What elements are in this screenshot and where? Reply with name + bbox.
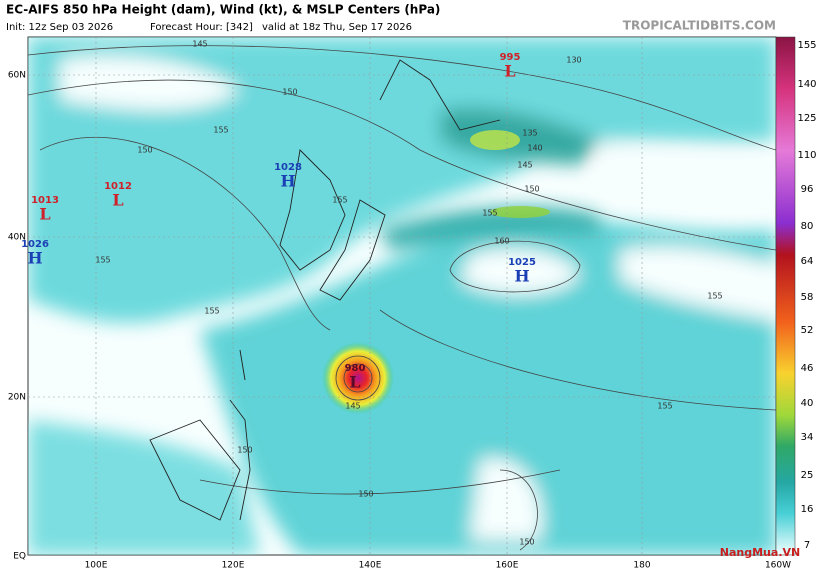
lon-label: 100E (85, 561, 108, 571)
contour-label: 155 (482, 209, 497, 218)
title: EC-AIFS 850 hPa Height (dam), Wind (kt),… (6, 3, 440, 17)
pressure-value: 1025 (508, 257, 536, 268)
colorbar-label: 96 (801, 184, 814, 195)
colorbar-label: 110 (797, 150, 816, 161)
contour-label: 150 (282, 88, 297, 97)
colorbar-label: 64 (801, 256, 814, 267)
lat-label: 60N (8, 71, 26, 81)
colorbar-label: 40 (801, 398, 814, 409)
lat-label: 40N (8, 233, 26, 243)
lat-label: EQ (13, 552, 26, 562)
init-time: Init: 12z Sep 03 2026 (6, 22, 113, 33)
colorbar-label: 140 (797, 79, 816, 90)
colorbar-label: 52 (801, 325, 814, 336)
colorbar-label: 34 (801, 432, 814, 443)
contour-label: 155 (95, 256, 110, 265)
lon-label: 160E (496, 561, 519, 571)
contour-label: 155 (707, 292, 722, 301)
contour-label: 150 (524, 185, 539, 194)
pressure-center: L (504, 62, 515, 81)
lon-label: 180 (633, 561, 650, 571)
colorbar-label: 80 (801, 221, 814, 232)
pressure-value: 1012 (104, 181, 132, 192)
pressure-value: 1026 (21, 239, 49, 250)
pressure-center: L (112, 191, 123, 210)
lon-label: 140E (359, 561, 382, 571)
contour-label: 145 (517, 161, 532, 170)
colorbar-label: 155 (797, 40, 816, 51)
watermark: NangMua.VN (720, 546, 800, 559)
valid-time: valid at 18z Thu, Sep 17 2026 (262, 22, 412, 33)
pressure-value: 1028 (274, 162, 302, 173)
contour-label: 150 (137, 146, 152, 155)
contour-label: 140 (527, 144, 542, 153)
pressure-center: H (27, 249, 42, 268)
source: TROPICALTIDBITS.COM (623, 19, 776, 33)
colorbar-label: 25 (801, 470, 814, 481)
pressure-center: L (349, 373, 360, 392)
lon-label: 120E (222, 561, 245, 571)
contour-label: 155 (657, 402, 672, 411)
contour-label: 155 (204, 307, 219, 316)
contour-label: 145 (192, 40, 207, 49)
pressure-center: L (39, 205, 50, 224)
pressure-value: 980 (345, 363, 366, 374)
colorbar-label: 58 (801, 292, 814, 303)
contour-label: 145 (345, 402, 360, 411)
forecast-hour: Forecast Hour: [342] (150, 22, 253, 33)
pressure-center: H (280, 172, 295, 191)
contour-label: 150 (519, 538, 534, 547)
colorbar (775, 36, 796, 556)
colorbar-label: 46 (801, 363, 814, 374)
contour-label: 150 (237, 446, 252, 455)
colorbar-label: 125 (797, 113, 816, 124)
colorbar-label: 16 (801, 504, 814, 515)
pressure-center: H (514, 267, 529, 286)
wind-field (28, 37, 776, 555)
colorbar-label: 7 (804, 540, 810, 551)
contour-label: 135 (522, 129, 537, 138)
pressure-value: 995 (500, 52, 521, 63)
pressure-value: 1013 (31, 195, 59, 206)
contour-label: 160 (494, 237, 509, 246)
lat-label: 20N (8, 393, 26, 403)
lon-label: 160W (765, 561, 791, 571)
contour-label: 155 (213, 126, 228, 135)
contour-label: 150 (358, 490, 373, 499)
contour-label: 155 (332, 196, 347, 205)
contour-label: 130 (566, 56, 581, 65)
